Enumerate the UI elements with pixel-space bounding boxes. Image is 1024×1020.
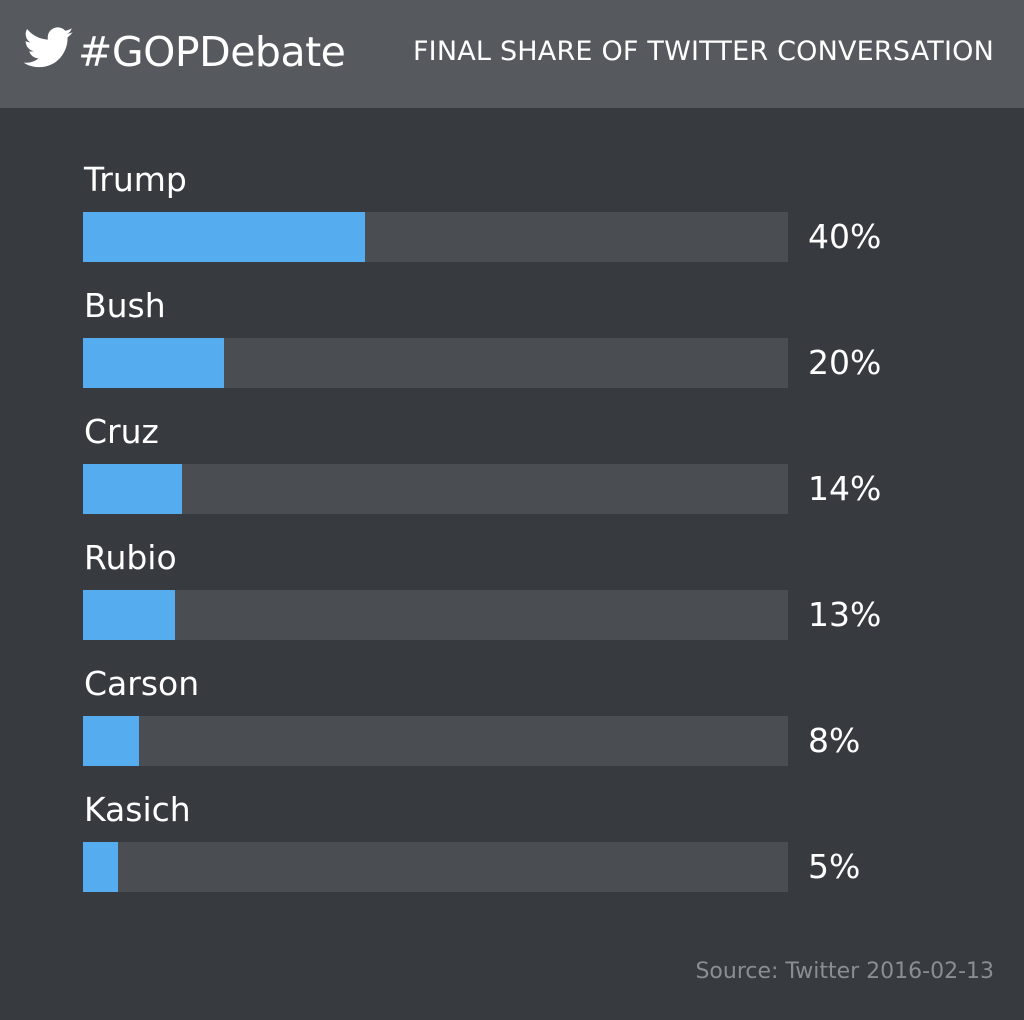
bar-label: Carson bbox=[84, 664, 200, 703]
bar-label: Bush bbox=[84, 286, 166, 325]
bar-label: Cruz bbox=[84, 412, 159, 451]
chart-title: FINAL SHARE OF TWITTER CONVERSATION bbox=[412, 36, 994, 67]
bar bbox=[83, 590, 175, 640]
bar-value-label: 40% bbox=[808, 217, 882, 256]
bar-label: Trump bbox=[84, 160, 187, 199]
bar bbox=[83, 338, 224, 388]
hashtag-title: #GOPDebate bbox=[78, 28, 346, 76]
bar-value-label: 5% bbox=[808, 847, 861, 886]
bar-track bbox=[83, 464, 788, 514]
bar-value-label: 8% bbox=[808, 721, 861, 760]
bar-label: Rubio bbox=[84, 538, 177, 577]
source-note: Source: Twitter 2016-02-13 bbox=[695, 959, 994, 984]
bar-value-label: 14% bbox=[808, 469, 882, 508]
bar-track bbox=[83, 716, 788, 766]
bar-value-label: 20% bbox=[808, 343, 882, 382]
bar-track bbox=[83, 842, 788, 892]
bar bbox=[83, 212, 365, 262]
bar bbox=[83, 464, 182, 514]
bar-chart: Trump 40% Bush 20% Cruz 14% Rubio 13% Carson 8% Ka… bbox=[0, 108, 1024, 1020]
bar bbox=[83, 716, 139, 766]
bar-track bbox=[83, 590, 788, 640]
bar-track bbox=[83, 212, 788, 262]
bar-label: Kasich bbox=[84, 790, 191, 829]
header-bar: #GOPDebate FINAL SHARE OF TWITTER CONVER… bbox=[0, 0, 1024, 108]
bar-value-label: 13% bbox=[808, 595, 882, 634]
bar bbox=[83, 842, 118, 892]
bar-track bbox=[83, 338, 788, 388]
twitter-bird-icon bbox=[24, 27, 74, 68]
